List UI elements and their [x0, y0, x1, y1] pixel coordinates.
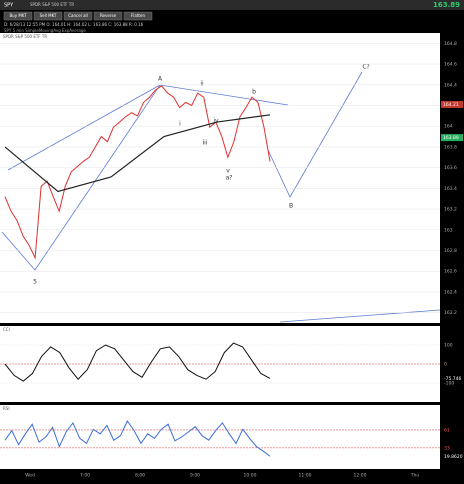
y-tick-label: 164	[444, 124, 453, 130]
wave-label: ii	[200, 81, 204, 88]
y-tick-label: 162.4	[444, 289, 457, 295]
wave-label: a?	[226, 175, 233, 182]
price-tag	[441, 134, 463, 142]
y-tick-label: -100	[444, 381, 454, 387]
x-tick-label: 7:00	[80, 473, 90, 479]
y-tick-label: 163.8	[444, 144, 457, 150]
button-label[interactable]: Flatten	[131, 13, 145, 18]
trend-line	[279, 309, 441, 323]
study-info: SPY 5 min SimpleMovingAvg ExpAverage	[4, 28, 86, 33]
wave-label: v	[226, 168, 230, 175]
y-tick-label: 164.6	[444, 62, 457, 68]
button-label[interactable]: Reverse	[100, 13, 117, 18]
wave-label: i	[179, 121, 181, 128]
series-line	[4, 342, 271, 382]
x-tick-label: 11:00	[299, 473, 312, 479]
price-tag-label: 163.89	[443, 135, 459, 141]
channel-line	[7, 84, 161, 171]
company: SPDR S&P 500 ETF TR	[30, 2, 74, 7]
panel-title: CCI	[3, 327, 10, 332]
y-tick-label: 100	[444, 343, 453, 349]
wave-label: iii	[202, 140, 207, 147]
button-label[interactable]: Buy MKT	[9, 13, 27, 18]
last-value-label: 19.8620	[444, 454, 463, 460]
y-tick-label: 163	[444, 227, 453, 233]
wave-labels: A ii b C? i iii iv v a? B 5	[33, 64, 370, 286]
wave-label: B	[289, 203, 293, 210]
x-tick-label: 9:00	[190, 473, 200, 479]
panel-title: RSI	[3, 406, 10, 411]
button[interactable]	[3, 11, 33, 21]
y-tick-label: 163.2	[444, 207, 457, 213]
y-tick-label: 163.4	[444, 186, 457, 192]
series-line	[4, 85, 271, 260]
button-label[interactable]: Cancel all	[68, 13, 88, 18]
x-tick-label: 8:00	[135, 473, 145, 479]
y-tick-label: 162.6	[444, 269, 457, 275]
x-tick-label: Thu	[410, 473, 420, 479]
y-tick-label: 162.8	[444, 248, 457, 254]
price-tag	[441, 100, 463, 108]
button[interactable]	[123, 11, 153, 21]
button[interactable]	[63, 11, 93, 21]
y-tick-label: 33	[444, 445, 450, 451]
bar-info: D: 6/28/13 12:55 PM O: 164.01 H: 164.02 …	[4, 22, 144, 27]
projection-line	[267, 71, 363, 198]
series-line	[4, 114, 271, 193]
wave-label: iv	[213, 118, 219, 125]
x-tick-label: 12:00	[354, 473, 367, 479]
panel-title: SPDR S&P 500 ETF TR	[3, 34, 47, 39]
button[interactable]	[33, 11, 63, 21]
symbol[interactable]: SPY	[4, 3, 14, 9]
channel-line	[1, 84, 289, 271]
order-buttons: Buy MKT Sell MKT Cancel all Reverse Flatten	[3, 11, 153, 21]
wave-label: b	[252, 89, 256, 96]
button[interactable]	[93, 11, 123, 21]
y-tick-label: 164.4	[444, 82, 457, 88]
x-tick-label: 10:00	[244, 473, 257, 479]
button-label[interactable]: Sell MKT	[40, 13, 57, 18]
y-tick-label: 61	[444, 427, 450, 433]
y-tick-label: 0	[444, 362, 447, 368]
last-price: 163.89	[433, 1, 460, 9]
y-tick-label: 163.6	[444, 165, 457, 171]
wave-label: A	[158, 76, 163, 83]
wave-label: C?	[362, 64, 369, 71]
y-tick-label: 162.2	[444, 310, 457, 316]
price-tag-label: 164.21	[443, 102, 459, 108]
last-value-label: -75.746	[444, 376, 462, 382]
title-bar	[0, 0, 464, 10]
y-tick-label: 164.8	[444, 41, 457, 47]
x-tick-label: Wed	[25, 473, 35, 479]
price-panel	[0, 33, 440, 323]
series-line	[4, 420, 271, 457]
rsi-panel	[0, 405, 440, 469]
wave-label: 5	[33, 279, 37, 286]
